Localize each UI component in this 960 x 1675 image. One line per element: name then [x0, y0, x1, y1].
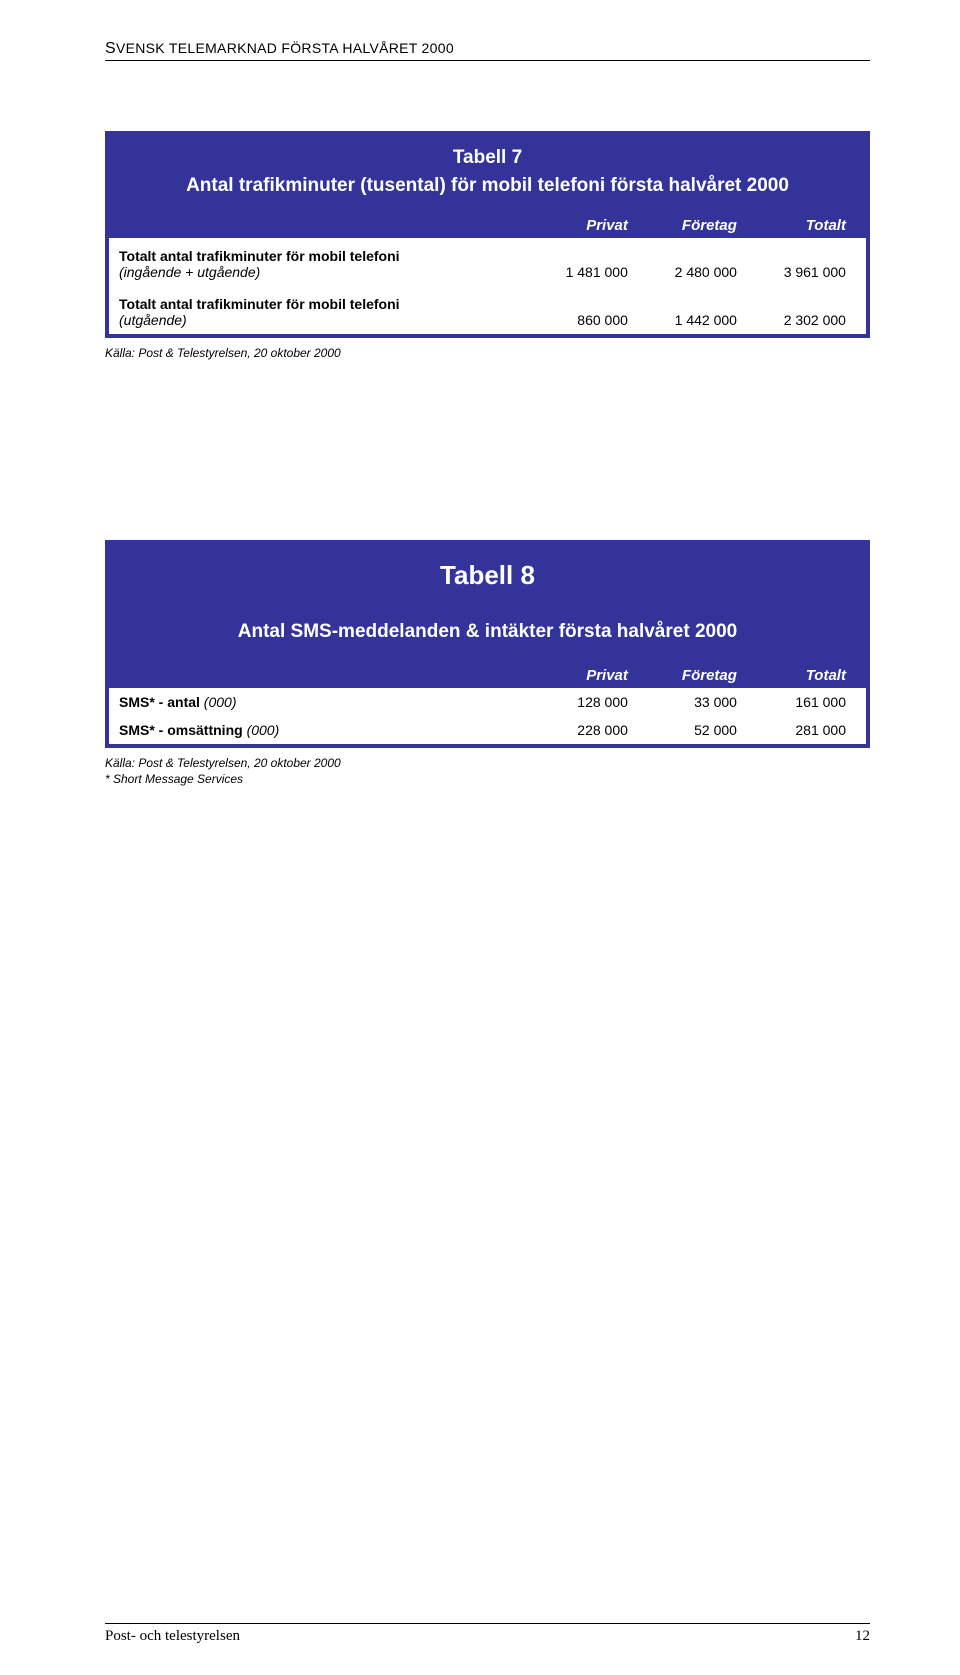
row-label: Totalt antal trafikminuter för mobil tel…	[119, 248, 519, 280]
table-8-footnote: * Short Message Services	[105, 772, 870, 786]
cell-value: 3 961 000	[737, 264, 846, 280]
col-privat: Privat	[519, 667, 628, 684]
header-rest: VENSK TELEMARKNAD FÖRSTA HALVÅRET 2000	[116, 40, 454, 56]
page-header: SVENSK TELEMARKNAD FÖRSTA HALVÅRET 2000	[105, 40, 870, 61]
table-8: Tabell 8 Antal SMS-meddelanden & intäkte…	[105, 540, 870, 748]
cell-value: 52 000	[628, 722, 737, 738]
header-cap: S	[105, 40, 116, 57]
spacer	[105, 400, 870, 540]
table-7-number: Tabell 7	[119, 147, 856, 169]
table-8-description: Antal SMS-meddelanden & intäkter första …	[119, 621, 856, 643]
cell-value: 2 480 000	[628, 264, 737, 280]
col-totalt: Totalt	[737, 217, 846, 234]
row-label-main: SMS* - antal	[119, 694, 204, 710]
cell-value: 281 000	[737, 722, 846, 738]
row-label-main: SMS* - omsättning	[119, 722, 247, 738]
cell-value: 1 442 000	[628, 312, 737, 328]
cell-value: 128 000	[519, 694, 628, 710]
col-foretag: Företag	[628, 667, 737, 684]
cell-value: 2 302 000	[737, 312, 846, 328]
table-7-columns: Privat Företag Totalt	[109, 213, 866, 238]
row-label-main: Totalt antal trafikminuter för mobil tel…	[119, 248, 519, 264]
row-label-sub: (000)	[247, 722, 280, 738]
table-row: Totalt antal trafikminuter för mobil tel…	[109, 238, 866, 286]
row-label-sub: (000)	[204, 694, 237, 710]
col-foretag: Företag	[628, 217, 737, 234]
table-8-source: Källa: Post & Telestyrelsen, 20 oktober …	[105, 756, 870, 770]
table-8-number: Tabell 8	[119, 560, 856, 591]
cell-value: 860 000	[519, 312, 628, 328]
row-label-sub: (ingående + utgående)	[119, 264, 519, 280]
table-row: SMS* - omsättning (000) 228 000 52 000 2…	[109, 716, 866, 744]
table-7-description: Antal trafikminuter (tusental) för mobil…	[119, 175, 856, 197]
table-row: Totalt antal trafikminuter för mobil tel…	[109, 286, 866, 334]
page: SVENSK TELEMARKNAD FÖRSTA HALVÅRET 2000 …	[0, 0, 960, 1675]
table-7-source: Källa: Post & Telestyrelsen, 20 oktober …	[105, 346, 870, 360]
table-row: SMS* - antal (000) 128 000 33 000 161 00…	[109, 688, 866, 716]
row-label-main: Totalt antal trafikminuter för mobil tel…	[119, 296, 519, 312]
col-privat: Privat	[519, 217, 628, 234]
row-label: SMS* - antal (000)	[119, 694, 519, 710]
col-spacer	[119, 217, 519, 234]
cell-value: 228 000	[519, 722, 628, 738]
row-label-sub: (utgående)	[119, 312, 519, 328]
table-7-title: Tabell 7 Antal trafikminuter (tusental) …	[109, 135, 866, 213]
cell-value: 33 000	[628, 694, 737, 710]
table-7: Tabell 7 Antal trafikminuter (tusental) …	[105, 131, 870, 338]
page-footer: Post- och telestyrelsen 12	[105, 1623, 870, 1645]
footer-page-number: 12	[855, 1628, 870, 1645]
footer-left: Post- och telestyrelsen	[105, 1628, 240, 1645]
row-label: Totalt antal trafikminuter för mobil tel…	[119, 296, 519, 328]
row-label: SMS* - omsättning (000)	[119, 722, 519, 738]
col-totalt: Totalt	[737, 667, 846, 684]
table-8-columns: Privat Företag Totalt	[109, 663, 866, 688]
table-8-title: Tabell 8 Antal SMS-meddelanden & intäkte…	[109, 544, 866, 663]
cell-value: 1 481 000	[519, 264, 628, 280]
cell-value: 161 000	[737, 694, 846, 710]
col-spacer	[119, 667, 519, 684]
